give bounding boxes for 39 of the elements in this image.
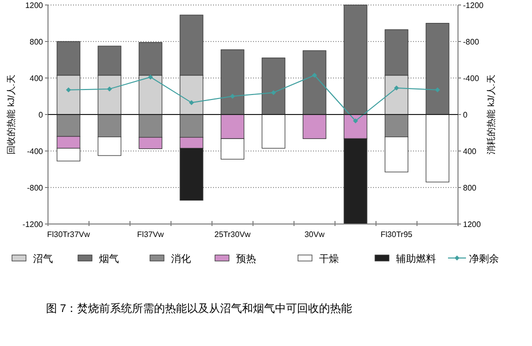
caption: 图 7：焚烧前系统所需的热能以及从沼气和烟气中可回收的热能 [46, 302, 352, 315]
y-tick-label: -1200 [22, 220, 44, 229]
y2-tick-label: -400 [463, 74, 480, 83]
point [394, 86, 399, 91]
legend-label: 预热 [236, 254, 256, 265]
y2-axis-title: 消耗的热能 kJ/人.天 [486, 74, 496, 154]
y-tick-label: 0 [38, 110, 44, 120]
point [66, 87, 71, 92]
point [107, 86, 112, 92]
legend-label: 净剩余 [469, 253, 499, 265]
y-tick-label: 800 [30, 38, 44, 46]
x-tick-label: 30Vw [304, 230, 325, 239]
y-tick-label: 400 [30, 74, 44, 83]
legend-label: 干燥 [319, 253, 339, 265]
x-tick-label: Fl37Vw [137, 230, 164, 239]
point [189, 100, 194, 106]
y2-tick-label: 400 [463, 147, 477, 156]
point [271, 90, 276, 96]
point [435, 87, 440, 92]
legend-label: 沼气 [33, 253, 53, 265]
x-tick-label: 25Tr30Vw [214, 230, 251, 239]
y2-tick-label: -1200 [463, 1, 484, 10]
y2-tick-label: 0 [463, 110, 468, 120]
point [312, 72, 317, 78]
x-tick-label: Fl30Tr95 [380, 230, 413, 239]
legend-label: 消化 [171, 253, 191, 265]
point [148, 74, 153, 80]
point [230, 94, 235, 99]
y-tick-label: 1200 [25, 1, 44, 10]
y2-tick-label: 1200 [463, 220, 482, 229]
legend-label: 辅助燃料 [396, 253, 436, 265]
legend-label: 烟气 [99, 253, 119, 265]
y-axis-title: 回收的热能 kJ/人.天 [6, 74, 16, 154]
y2-tick-label: 800 [463, 184, 477, 192]
y-tick-label: -800 [26, 184, 44, 192]
y-tick-label: -400 [26, 147, 44, 156]
y2-tick-label: -800 [463, 38, 480, 46]
point [353, 118, 358, 124]
x-tick-label: Fl30Tr37Vw [47, 230, 90, 239]
